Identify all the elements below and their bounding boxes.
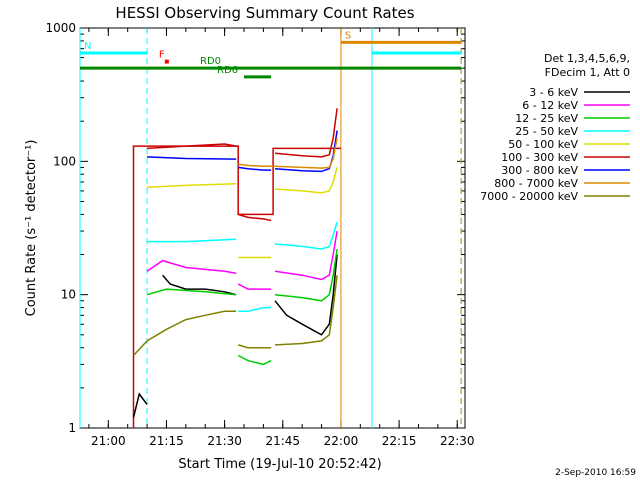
series-line (274, 248, 338, 302)
series-line (238, 137, 338, 169)
x-tick-label: 22:00 (324, 434, 359, 448)
series-line (274, 275, 338, 346)
x-tick-label: 22:30 (440, 434, 475, 448)
x-tick-label: 21:30 (207, 434, 242, 448)
x-tick-label: 21:00 (91, 434, 126, 448)
footer-timestamp: 2-Sep-2010 16:59 (555, 468, 636, 478)
legend-label: 3 - 6 keV (529, 86, 578, 99)
series-line (132, 392, 148, 418)
plot-frame (79, 27, 466, 429)
y-tick-label: 10 (61, 288, 76, 302)
legend-label: 7000 - 20000 keV (480, 190, 578, 203)
series-line (237, 283, 272, 290)
status-bar-label: F (159, 50, 165, 61)
y-tick-label: 100 (53, 154, 76, 168)
x-tick-label: 21:45 (265, 434, 300, 448)
series-line (162, 274, 237, 296)
legend-label: 25 - 50 keV (515, 125, 578, 138)
legend-label: 800 - 7000 keV (494, 177, 578, 190)
series-line (274, 167, 338, 194)
x-axis-label: Start Time (19-Jul-10 20:52:42) (178, 457, 381, 472)
series-line (274, 221, 338, 250)
legend-label: 100 - 300 keV (501, 151, 578, 164)
x-tick-label: 22:15 (382, 434, 417, 448)
status-bar-label: RD0 (200, 56, 221, 67)
status-bar-label: S (345, 30, 351, 41)
x-tick-label: 21:15 (149, 434, 184, 448)
series-line (274, 108, 338, 158)
series-line (238, 166, 272, 171)
y-axis-label: Count Rate (s⁻¹ detector⁻¹) (24, 140, 39, 317)
series-line (147, 156, 237, 160)
series-line (132, 310, 237, 357)
status-flag-mark (164, 59, 169, 64)
status-bar-label: N (84, 41, 91, 52)
series-line (238, 306, 272, 313)
series-line (146, 288, 237, 296)
series-line (237, 354, 272, 366)
envelope-line (132, 145, 341, 428)
y-tick-label: 1 (68, 421, 76, 435)
legend-header-2: FDecim 1, Att 0 (545, 66, 630, 79)
series-line (274, 230, 338, 281)
status-bar-label: RD6 (217, 65, 238, 76)
legend-label: 300 - 800 keV (501, 164, 578, 177)
legend-label: 50 - 100 keV (508, 138, 578, 151)
chart-title: HESSI Observing Summary Count Rates (115, 4, 414, 22)
series-line (146, 259, 237, 274)
series-line (237, 344, 272, 349)
series-line (147, 143, 237, 150)
series-line (237, 213, 272, 222)
series-line (274, 130, 338, 173)
legend-header-1: Det 1,3,4,5,6,9, (544, 52, 630, 65)
series-line (147, 238, 237, 243)
legend-label: 6 - 12 keV (522, 99, 578, 112)
y-tick-label: 1000 (45, 21, 76, 35)
series-line (274, 254, 338, 336)
legend-label: 12 - 25 keV (515, 112, 578, 125)
series-line (147, 182, 237, 188)
